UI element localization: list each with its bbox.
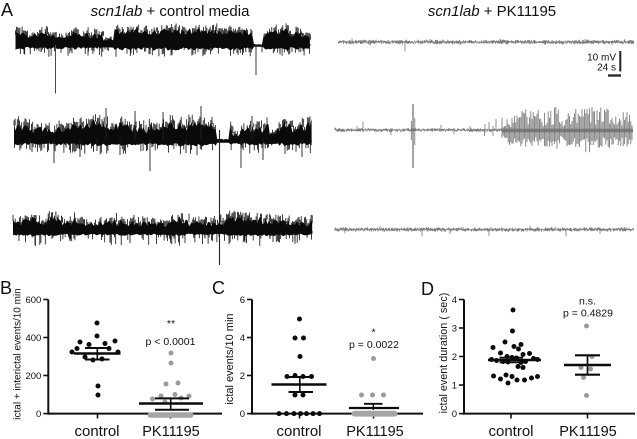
svg-text:p < 0.0001: p < 0.0001 xyxy=(146,336,196,348)
svg-text:0: 0 xyxy=(452,409,457,420)
svg-text:ictal events/10 min: ictal events/10 min xyxy=(224,313,236,404)
svg-text:scn1lab + control media: scn1lab + control media xyxy=(91,3,250,20)
svg-text:4: 4 xyxy=(452,295,457,306)
svg-text:**: ** xyxy=(167,318,175,330)
svg-text:1: 1 xyxy=(452,380,457,391)
svg-text:p = 0.4829: p = 0.4829 xyxy=(563,308,613,320)
svg-text:PK11195: PK11195 xyxy=(346,424,404,439)
svg-text:0: 0 xyxy=(36,409,41,420)
svg-text:ictal + interictal events/10 m: ictal + interictal events/10 min xyxy=(13,288,24,419)
svg-text:3: 3 xyxy=(452,323,457,334)
svg-text:control: control xyxy=(276,423,321,439)
svg-text:ictal event duration ( sec): ictal event duration ( sec) xyxy=(438,293,450,414)
svg-text:600: 600 xyxy=(25,295,41,306)
svg-text:n.s.: n.s. xyxy=(579,296,596,308)
svg-text:control: control xyxy=(74,423,119,439)
svg-text:*: * xyxy=(371,327,375,339)
svg-text:control: control xyxy=(488,423,533,439)
svg-text:6: 6 xyxy=(240,295,245,306)
svg-text:2: 2 xyxy=(240,371,245,382)
svg-text:2: 2 xyxy=(452,352,457,363)
svg-text:p = 0.0022: p = 0.0022 xyxy=(349,339,399,351)
svg-text:24 s: 24 s xyxy=(597,63,616,74)
svg-text:A: A xyxy=(1,0,13,20)
svg-text:0: 0 xyxy=(240,409,245,420)
svg-text:400: 400 xyxy=(25,333,41,344)
svg-text:scn1lab + PK11195: scn1lab + PK11195 xyxy=(428,3,556,20)
svg-text:10 mV: 10 mV xyxy=(587,53,616,64)
svg-text:D: D xyxy=(421,279,434,299)
svg-text:200: 200 xyxy=(25,371,41,382)
svg-text:4: 4 xyxy=(240,333,245,344)
svg-text:PK11195: PK11195 xyxy=(142,424,200,439)
svg-text:C: C xyxy=(212,278,225,298)
svg-text:B: B xyxy=(0,278,12,298)
svg-text:PK11195: PK11195 xyxy=(559,424,617,439)
